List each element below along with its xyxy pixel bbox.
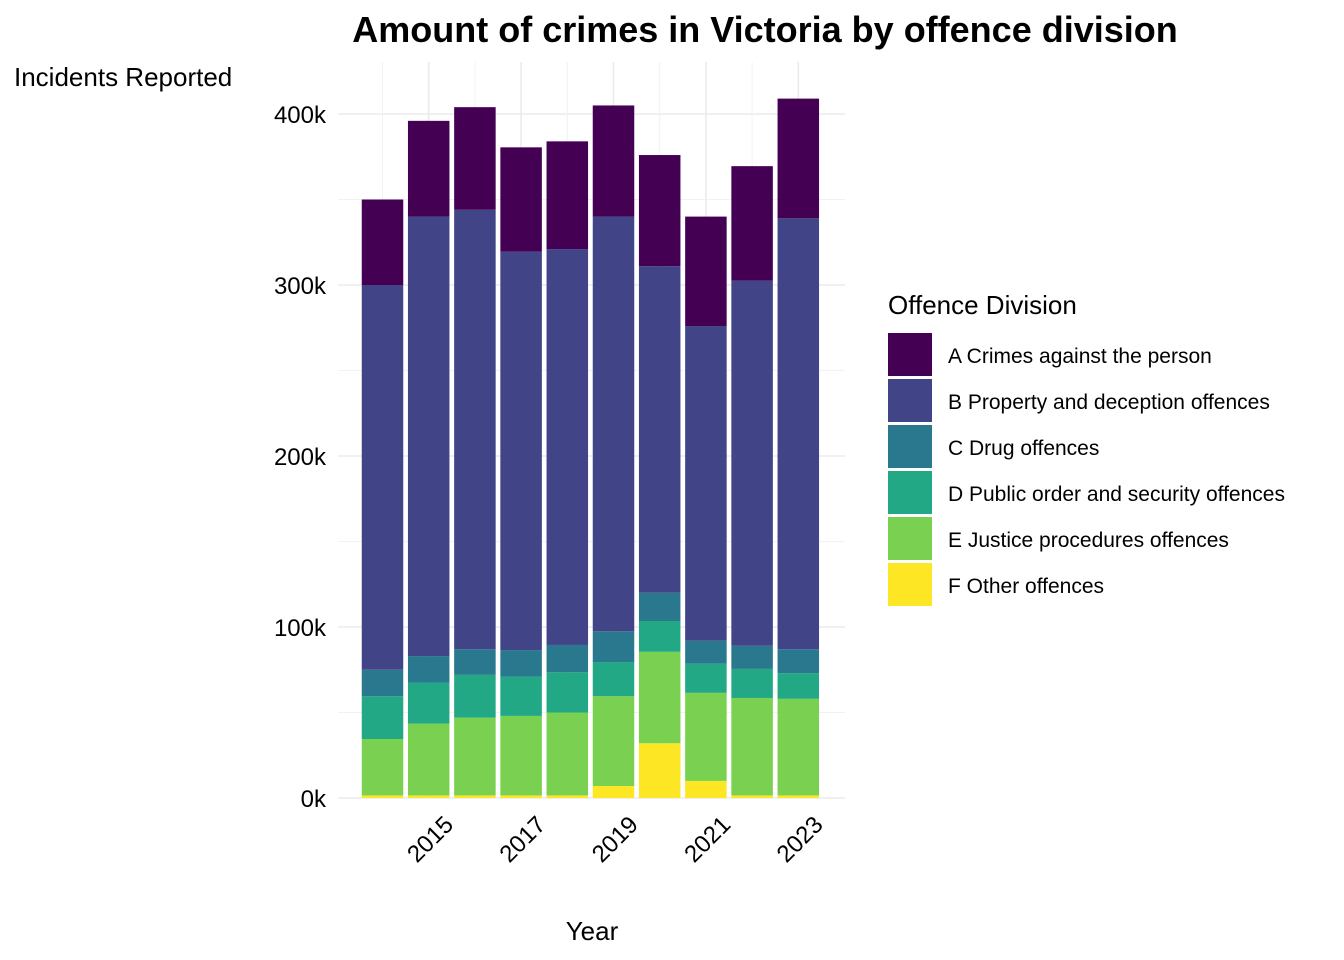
x-axis-label: Year [566, 916, 619, 946]
x-axis-ticks: 2015 2017 2019 2021 2023 [402, 811, 828, 868]
bar-segment [638, 743, 681, 798]
bar-segment [454, 795, 496, 798]
bar-segment [731, 645, 773, 669]
bar-segment [546, 141, 589, 250]
bar-segment [777, 673, 820, 699]
legend-label: B Property and deception offences [948, 391, 1270, 414]
bar-segment [777, 98, 820, 219]
bar-segment [361, 739, 404, 796]
bar-segment [546, 672, 589, 713]
bar-segment [454, 649, 496, 675]
legend-label: A Crimes against the person [948, 345, 1212, 368]
bar-segment [638, 621, 681, 652]
bar-segment [592, 216, 635, 632]
y-tick-label: 100k [274, 615, 327, 642]
bar-segment [361, 795, 404, 798]
legend-label: F Other offences [948, 575, 1104, 598]
y-tick-label: 0k [301, 786, 327, 813]
bar-segment [685, 326, 727, 641]
legend-swatch [888, 471, 932, 514]
x-tick-label: 2019 [587, 811, 644, 868]
bar-segment [638, 155, 681, 267]
y-axis-label: Incidents Reported [14, 62, 232, 92]
bar-segment [407, 795, 450, 798]
bar-segment [685, 216, 727, 327]
x-tick-label: 2021 [679, 811, 736, 868]
bar-segment [454, 717, 496, 796]
bar-segment [777, 795, 820, 798]
legend-label: D Public order and security offences [948, 483, 1285, 506]
bar-segment [592, 662, 635, 697]
bar-segment [638, 266, 681, 593]
bar-segment [638, 592, 681, 622]
bar-segment [777, 649, 820, 674]
bar-segment [731, 668, 773, 698]
bar-segment [500, 251, 542, 651]
bar-segment [500, 147, 542, 252]
bar-segment [546, 249, 589, 645]
bar-segment [361, 696, 404, 740]
bar-segment [685, 640, 727, 664]
legend-title: Offence Division [888, 290, 1077, 320]
legend-swatch [888, 517, 932, 560]
bar-segment [407, 120, 450, 217]
bar-segment [454, 674, 496, 718]
bar-segment [361, 669, 404, 697]
bar-segment [592, 786, 635, 798]
bar-segment [454, 209, 496, 650]
bar-segment [500, 676, 542, 716]
bar-segment [407, 682, 450, 724]
bar-segment [407, 656, 450, 683]
bar-segment [500, 650, 542, 677]
bar-segment [685, 663, 727, 693]
bar-segment [685, 780, 727, 798]
y-tick-label: 200k [274, 444, 327, 471]
x-tick-label: 2017 [494, 811, 551, 868]
legend-swatch [888, 379, 932, 422]
bar-segment [731, 795, 773, 798]
bar-segment [546, 644, 589, 673]
bar-segment [546, 712, 589, 796]
legend-swatch [888, 425, 932, 468]
legend: Offence Division A Crimes against the pe… [888, 290, 1285, 606]
legend-swatch [888, 563, 932, 606]
bars [361, 98, 820, 798]
bar-segment [407, 723, 450, 796]
bar-segment [777, 218, 820, 650]
y-tick-label: 400k [274, 102, 327, 129]
bar-segment [731, 697, 773, 796]
y-tick-label: 300k [274, 273, 327, 300]
bar-segment [777, 698, 820, 796]
chart-title: Amount of crimes in Victoria by offence … [352, 9, 1178, 50]
bar-segment [500, 795, 542, 798]
bar-segment [592, 105, 635, 217]
bar-segment [638, 651, 681, 744]
bar-segment [361, 199, 404, 285]
x-tick-label: 2015 [402, 811, 459, 868]
bar-segment [731, 280, 773, 646]
legend-label: C Drug offences [948, 437, 1099, 460]
bar-segment [731, 166, 773, 281]
y-axis-ticks: 0k 100k 200k 300k 400k [274, 102, 327, 813]
bar-segment [407, 216, 450, 657]
x-tick-label: 2023 [772, 811, 829, 868]
legend-label: E Justice procedures offences [948, 529, 1229, 552]
bar-segment [592, 696, 635, 787]
bar-segment [685, 692, 727, 781]
legend-swatch [888, 333, 932, 376]
bar-segment [361, 285, 404, 670]
bar-segment [592, 631, 635, 663]
bar-segment [500, 715, 542, 796]
bar-segment [546, 795, 589, 798]
bar-segment [454, 107, 496, 210]
